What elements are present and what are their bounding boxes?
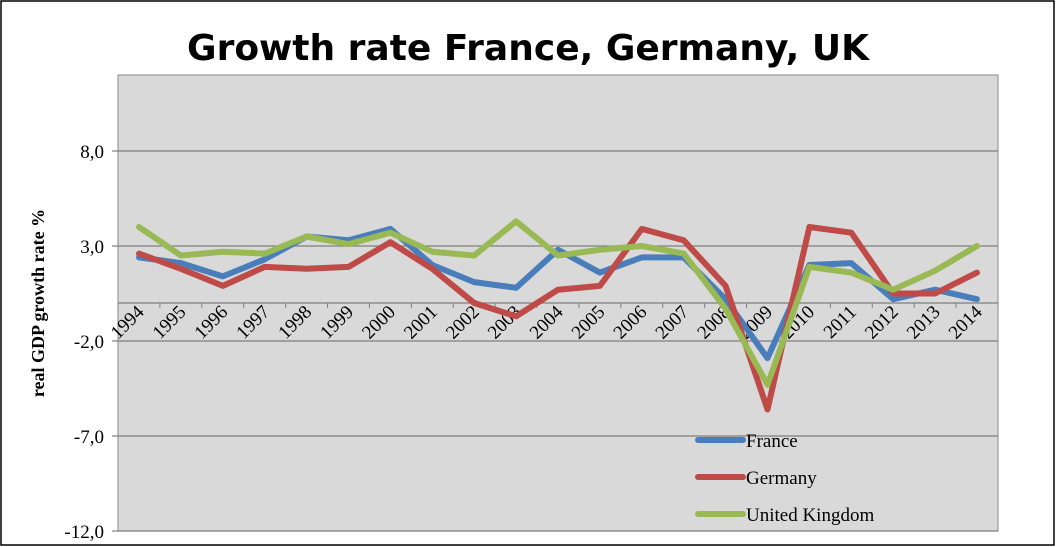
series-line-united-kingdom (136, 218, 980, 388)
legend-label-france: France (746, 431, 798, 452)
y-tick-label: -12,0 (64, 522, 104, 543)
legend: France Germany United Kingdom (695, 431, 874, 526)
y-tick-label: -7,0 (74, 427, 104, 448)
y-tick-labels: 8,0 3,0 -2,0 -7,0 -12,0 (64, 142, 104, 543)
series-line-germany (136, 224, 980, 413)
gridlines (112, 150, 998, 532)
y-tick-label: -2,0 (74, 332, 104, 353)
chart-title: Growth rate France, Germany, UK (187, 28, 870, 69)
axes (117, 302, 999, 308)
y-axis-label: real GDP growth rate % (28, 209, 48, 397)
legend-label-germany: Germany (746, 468, 817, 489)
series-line-france (136, 225, 980, 362)
series-lines (136, 218, 980, 413)
legend-label-united-kingdom: United Kingdom (746, 505, 874, 526)
y-tick-label: 3,0 (80, 237, 104, 258)
y-tick-label: 8,0 (80, 142, 104, 163)
